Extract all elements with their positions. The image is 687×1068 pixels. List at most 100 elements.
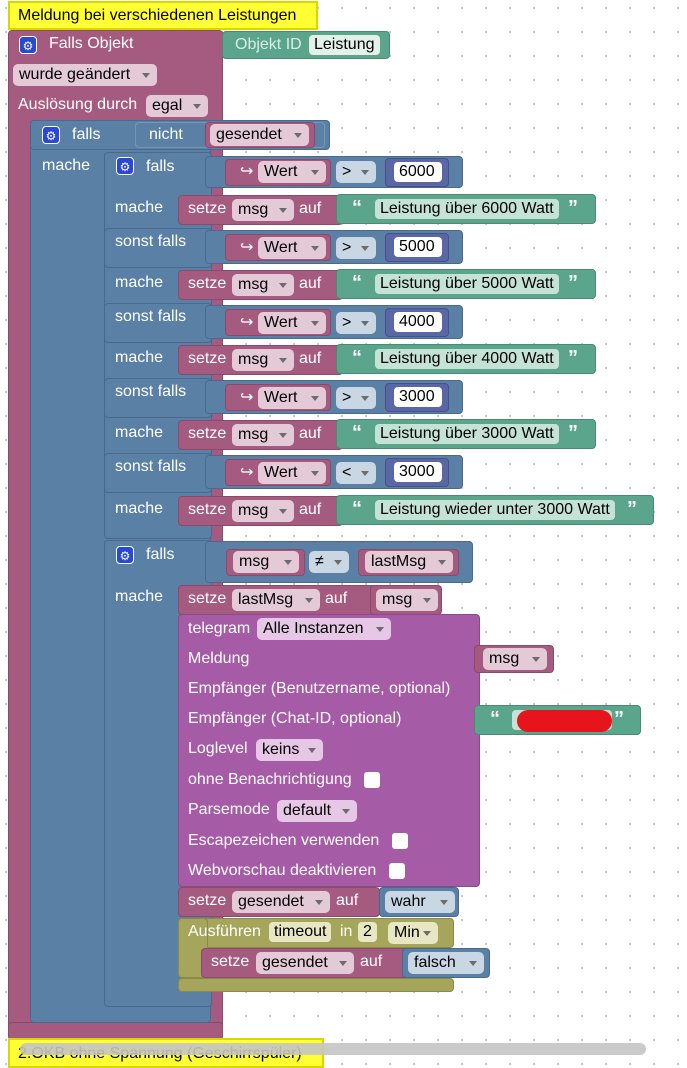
cond-4-var: Wert xyxy=(264,389,298,406)
object-id-value-field[interactable]: Leistung xyxy=(309,35,380,55)
set-sent-false-label: setze xyxy=(211,953,250,970)
second-if-gear-icon[interactable]: ⚙ xyxy=(116,546,134,564)
compare-left-dropdown[interactable]: msg xyxy=(233,551,299,573)
text-5-field[interactable]: Leistung wieder unter 3000 Watt xyxy=(375,500,615,520)
set-1-var: msg xyxy=(238,201,269,218)
cond-5-op: < xyxy=(342,464,352,481)
chain-elseif-3-bar xyxy=(104,303,212,343)
telegram-parsemode-label: Parsemode xyxy=(188,801,270,818)
comment-top[interactable]: Meldung bei verschiedenen Leistungen xyxy=(8,1,318,30)
chat-quote-open-icon: “ xyxy=(490,708,500,730)
set-sent-false-var-dropdown[interactable]: gesendet xyxy=(256,952,354,974)
telegram-title: telegram xyxy=(188,620,251,637)
timeout-in-label: in xyxy=(340,923,353,940)
set-4-label: setze xyxy=(188,425,227,442)
change-mode-dropdown[interactable]: wurde geändert xyxy=(13,64,157,86)
set-lastmsg-label: setze xyxy=(188,590,227,607)
trigger-by-dropdown[interactable]: egal xyxy=(146,95,208,117)
cond-2-var-dropdown[interactable]: Wert xyxy=(258,237,326,259)
cond-1-var-dropdown[interactable]: Wert xyxy=(258,161,326,183)
quote-close-2-icon: ” xyxy=(568,272,578,294)
cond-1-var: Wert xyxy=(264,163,298,180)
cond-5-op-dropdown[interactable]: < xyxy=(336,462,376,484)
chain-gear-icon[interactable]: ⚙ xyxy=(116,157,134,175)
compare-op-dropdown[interactable]: ≠ xyxy=(309,551,349,573)
set-2-var-dropdown[interactable]: msg xyxy=(232,274,294,296)
telegram-instance: Alle Instanzen xyxy=(263,620,364,637)
compare-right: lastMsg xyxy=(371,553,427,570)
text-1-field[interactable]: Leistung über 6000 Watt xyxy=(375,199,559,219)
telegram-message-label: Meldung xyxy=(188,650,250,667)
cond-3-op: > xyxy=(342,314,352,331)
trigger-gear-icon[interactable]: ⚙ xyxy=(19,36,37,54)
set-1-var-dropdown[interactable]: msg xyxy=(232,199,294,221)
timeout-amount-field[interactable]: 2 xyxy=(358,922,377,942)
telegram-recipient-chat-label: Empfänger (Chat-ID, optional) xyxy=(188,710,402,727)
telegram-preview-checkbox[interactable] xyxy=(389,863,405,879)
set-4-var-dropdown[interactable]: msg xyxy=(232,424,294,446)
set-sent-false-var: gesendet xyxy=(262,954,328,971)
chain-elseif-4-bar xyxy=(104,378,212,418)
telegram-escape-checkbox[interactable] xyxy=(392,833,408,849)
cond-3-op-dropdown[interactable]: > xyxy=(336,312,376,334)
bool-false-dropdown[interactable]: falsch xyxy=(408,952,484,974)
cond-3-var-dropdown[interactable]: Wert xyxy=(258,312,326,334)
timeout-unit: Min xyxy=(394,924,420,941)
quote-open-5-icon: “ xyxy=(352,498,362,520)
cond-4-var-dropdown[interactable]: Wert xyxy=(258,387,326,409)
set-5-var: msg xyxy=(238,502,269,519)
chain-if-label: falls xyxy=(146,158,175,175)
cond-3-num[interactable]: 4000 xyxy=(394,312,442,332)
bool-true-dropdown[interactable]: wahr xyxy=(385,891,455,913)
outer-if-gear-icon[interactable]: ⚙ xyxy=(42,126,60,144)
quote-close-5-icon: ” xyxy=(627,498,637,520)
cond-5-var: Wert xyxy=(264,464,298,481)
text-2-field[interactable]: Leistung über 5000 Watt xyxy=(375,274,559,294)
cond-5-var-dropdown[interactable]: Wert xyxy=(258,462,326,484)
chat-quote-close-icon: ” xyxy=(614,708,624,730)
set-5-label: setze xyxy=(188,501,227,518)
quote-open-4-icon: “ xyxy=(352,422,362,444)
chain-do-5-label: mache xyxy=(115,500,164,517)
set-5-var-dropdown[interactable]: msg xyxy=(232,500,294,522)
set-lastmsg-value: msg xyxy=(382,591,413,608)
set-sent-false-to-label: auf xyxy=(360,953,383,970)
telegram-silent-checkbox[interactable] xyxy=(364,772,380,788)
chain-elseif-2-bar xyxy=(104,228,212,268)
second-if-label: falls xyxy=(146,546,175,563)
text-3-field[interactable]: Leistung über 4000 Watt xyxy=(375,349,559,369)
set-lastmsg-var-dropdown[interactable]: lastMsg xyxy=(232,589,320,611)
telegram-message-dropdown[interactable]: msg xyxy=(483,648,547,670)
quote-open-1-icon: “ xyxy=(352,197,362,219)
cond-1-op-dropdown[interactable]: > xyxy=(336,161,376,183)
set-sent-true-var-dropdown[interactable]: gesendet xyxy=(232,891,330,913)
cond-4-num[interactable]: 3000 xyxy=(394,387,442,407)
telegram-instance-dropdown[interactable]: Alle Instanzen xyxy=(257,618,391,640)
telegram-recipient-user-label: Empfänger (Benutzername, optional) xyxy=(188,680,451,697)
var-3-icon: ↪ xyxy=(240,314,254,331)
set-3-var-dropdown[interactable]: msg xyxy=(232,349,294,371)
telegram-block[interactable] xyxy=(178,614,480,887)
timeout-unit-dropdown[interactable]: Min xyxy=(388,922,438,944)
gesendet-var-dropdown[interactable]: gesendet xyxy=(210,124,309,146)
cond-5-num[interactable]: 3000 xyxy=(394,462,442,482)
text-4-field[interactable]: Leistung über 3000 Watt xyxy=(375,424,559,444)
set-4-var: msg xyxy=(238,426,269,443)
quote-open-3-icon: “ xyxy=(352,347,362,369)
compare-right-dropdown[interactable]: lastMsg xyxy=(365,551,453,573)
quote-open-2-icon: “ xyxy=(352,272,362,294)
cond-2-op-dropdown[interactable]: > xyxy=(336,237,376,259)
telegram-loglevel-dropdown[interactable]: keins xyxy=(256,739,323,761)
horizontal-scrollbar[interactable] xyxy=(20,1043,646,1055)
telegram-parsemode: default xyxy=(283,802,332,819)
set-lastmsg-value-dropdown[interactable]: msg xyxy=(376,589,438,611)
cond-4-op-dropdown[interactable]: > xyxy=(336,387,376,409)
cond-2-num[interactable]: 5000 xyxy=(394,237,442,257)
chain-elseif-5-bar xyxy=(104,453,212,493)
timeout-name-field[interactable]: timeout xyxy=(269,922,332,942)
comment-top-text: Meldung bei verschiedenen Leistungen xyxy=(18,7,297,24)
set-4-to-label: auf xyxy=(299,425,322,442)
cond-1-num[interactable]: 6000 xyxy=(394,162,442,182)
var-4-icon: ↪ xyxy=(240,389,254,406)
telegram-parsemode-dropdown[interactable]: default xyxy=(277,800,357,822)
